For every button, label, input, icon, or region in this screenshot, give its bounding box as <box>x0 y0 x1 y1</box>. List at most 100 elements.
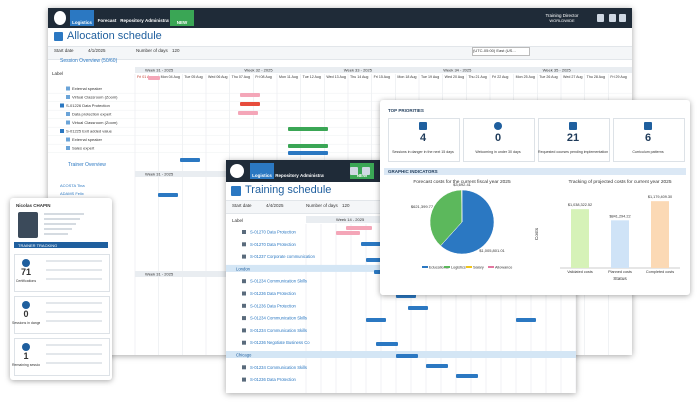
day-label: Fri 08 Aug <box>255 75 271 79</box>
stat-box <box>14 296 110 334</box>
date-input[interactable]: 4/1/2025 <box>88 48 106 53</box>
nav-item[interactable]: Logistics <box>250 163 274 179</box>
day-label: Tue 12 Aug <box>303 75 321 79</box>
info-line <box>44 213 84 215</box>
logo <box>230 164 244 178</box>
day-label: Fri 22 Aug <box>492 75 508 79</box>
nav-item[interactable]: Repository <box>120 18 144 23</box>
nav-item[interactable]: Logistics <box>70 10 94 26</box>
day-label: Wed 13 Aug <box>326 75 346 79</box>
row-label: Virtual Classroom (Zoom) <box>72 120 118 125</box>
stat-line <box>46 269 102 271</box>
nav-icon[interactable] <box>597 14 604 22</box>
stat-label: Remaining sessions <box>12 363 40 367</box>
section-title: TRAINER TRACKING <box>18 243 58 248</box>
kpi-card[interactable] <box>463 118 535 162</box>
day-label: Tue 05 Aug <box>184 75 202 79</box>
legend-label: Allowance <box>495 266 512 270</box>
section-title: GRAPHIC INDICATORS <box>388 169 438 174</box>
kpi-icon <box>644 122 652 130</box>
stat-line <box>46 362 102 364</box>
kpi-label: Curriculum patterns <box>632 150 664 154</box>
nav-item[interactable]: Forecast <box>97 18 117 23</box>
row-label: External speaker <box>72 86 103 91</box>
day-label: Wed 27 Aug <box>563 75 583 79</box>
row-label: Data protection expert <box>72 112 112 117</box>
kpi-value: 0 <box>494 132 502 144</box>
gantt-bar <box>240 102 260 106</box>
section-title: TOP PRIORITIES <box>388 108 424 113</box>
nav-icon[interactable] <box>609 14 616 22</box>
row-icon <box>242 303 246 308</box>
kpi-value: 21 <box>566 132 580 144</box>
pie-label: $3,692.41 <box>453 182 472 187</box>
group-label: London <box>236 266 251 271</box>
nav-icon[interactable] <box>619 14 626 22</box>
stat-value: 71 <box>20 267 31 277</box>
nav-item[interactable]: Repository <box>275 173 299 178</box>
stat-icon <box>22 259 30 267</box>
x-tick-label: Planned costs <box>608 270 632 274</box>
row-label: Sales expert <box>72 146 95 151</box>
kpi-icon <box>419 122 427 130</box>
pie-slice <box>429 189 463 247</box>
user-scope: WORLDWIDE <box>549 18 575 23</box>
stat-line <box>46 260 102 262</box>
stat-box <box>14 254 110 292</box>
section-title: Session Overview (50/60) <box>60 58 118 64</box>
stat-value: 1 <box>23 351 29 361</box>
gantt-bar <box>456 374 478 378</box>
date-input[interactable]: 4/4/2025 <box>266 203 284 208</box>
day-label: Tue 26 Aug <box>539 75 557 79</box>
week-label: Week 34 - 2025 <box>443 68 472 73</box>
kpi-card[interactable] <box>538 118 610 162</box>
timezone-select[interactable]: (UTC-05:00) East (US... <box>472 47 530 56</box>
row-icon <box>66 112 70 116</box>
nav-item[interactable]: Administration <box>145 18 169 23</box>
day-label: Thu 28 Aug <box>587 75 605 79</box>
section-title: Trainer Overview <box>68 162 106 168</box>
days-input[interactable]: 120 <box>342 203 350 208</box>
pie-slice <box>440 189 495 255</box>
gantt-bar <box>158 193 178 197</box>
week-label: Week 14 - 2025 <box>336 217 365 222</box>
row-icon <box>60 129 64 133</box>
group-label: Chicago <box>236 353 252 358</box>
day-label: Thu 14 Aug <box>350 75 368 79</box>
row-icon <box>242 328 246 333</box>
day-label: Wed 06 Aug <box>208 75 228 79</box>
week-label: Week 33 - 2025 <box>344 68 373 73</box>
label-header: Label <box>52 71 64 76</box>
legend-label: Salary <box>473 266 484 270</box>
week-label: Week 35 - 2025 <box>543 68 572 73</box>
trainer-label: ACOSTA Tina <box>60 183 85 188</box>
nav-item[interactable]: Administration <box>300 173 324 178</box>
day-label: Mon 18 Aug <box>397 75 416 79</box>
calendar-icon <box>231 186 241 196</box>
days-input[interactable]: 120 <box>172 48 180 53</box>
info-line <box>44 228 72 230</box>
legend-label: Educational <box>429 266 449 270</box>
gantt-bar <box>180 158 200 162</box>
info-line <box>44 233 68 235</box>
row-icon <box>242 365 246 370</box>
info-line <box>44 223 76 225</box>
nav-icon[interactable] <box>350 167 358 175</box>
stat-box <box>14 338 110 376</box>
x-tick-label: Completed costs <box>646 270 674 274</box>
day-label: Mon 04 Aug <box>161 75 180 79</box>
week-label: Week 31 - 2025 <box>145 172 174 177</box>
day-label: Fri 29 Aug <box>610 75 626 79</box>
nav-icon[interactable] <box>362 167 370 175</box>
new-button[interactable]: NEW <box>170 10 194 26</box>
y-axis-title: Costs <box>534 227 540 240</box>
gantt-bar <box>288 151 328 155</box>
row-icon <box>242 291 246 296</box>
row-label: S-01234 Communication Skills <box>250 279 307 284</box>
day-label: Tue 19 Aug <box>421 75 439 79</box>
kpi-card[interactable] <box>613 118 685 162</box>
page-title: Training schedule <box>245 184 332 196</box>
stat-label: Sessions in danger <box>12 321 40 325</box>
kpi-card[interactable] <box>388 118 460 162</box>
